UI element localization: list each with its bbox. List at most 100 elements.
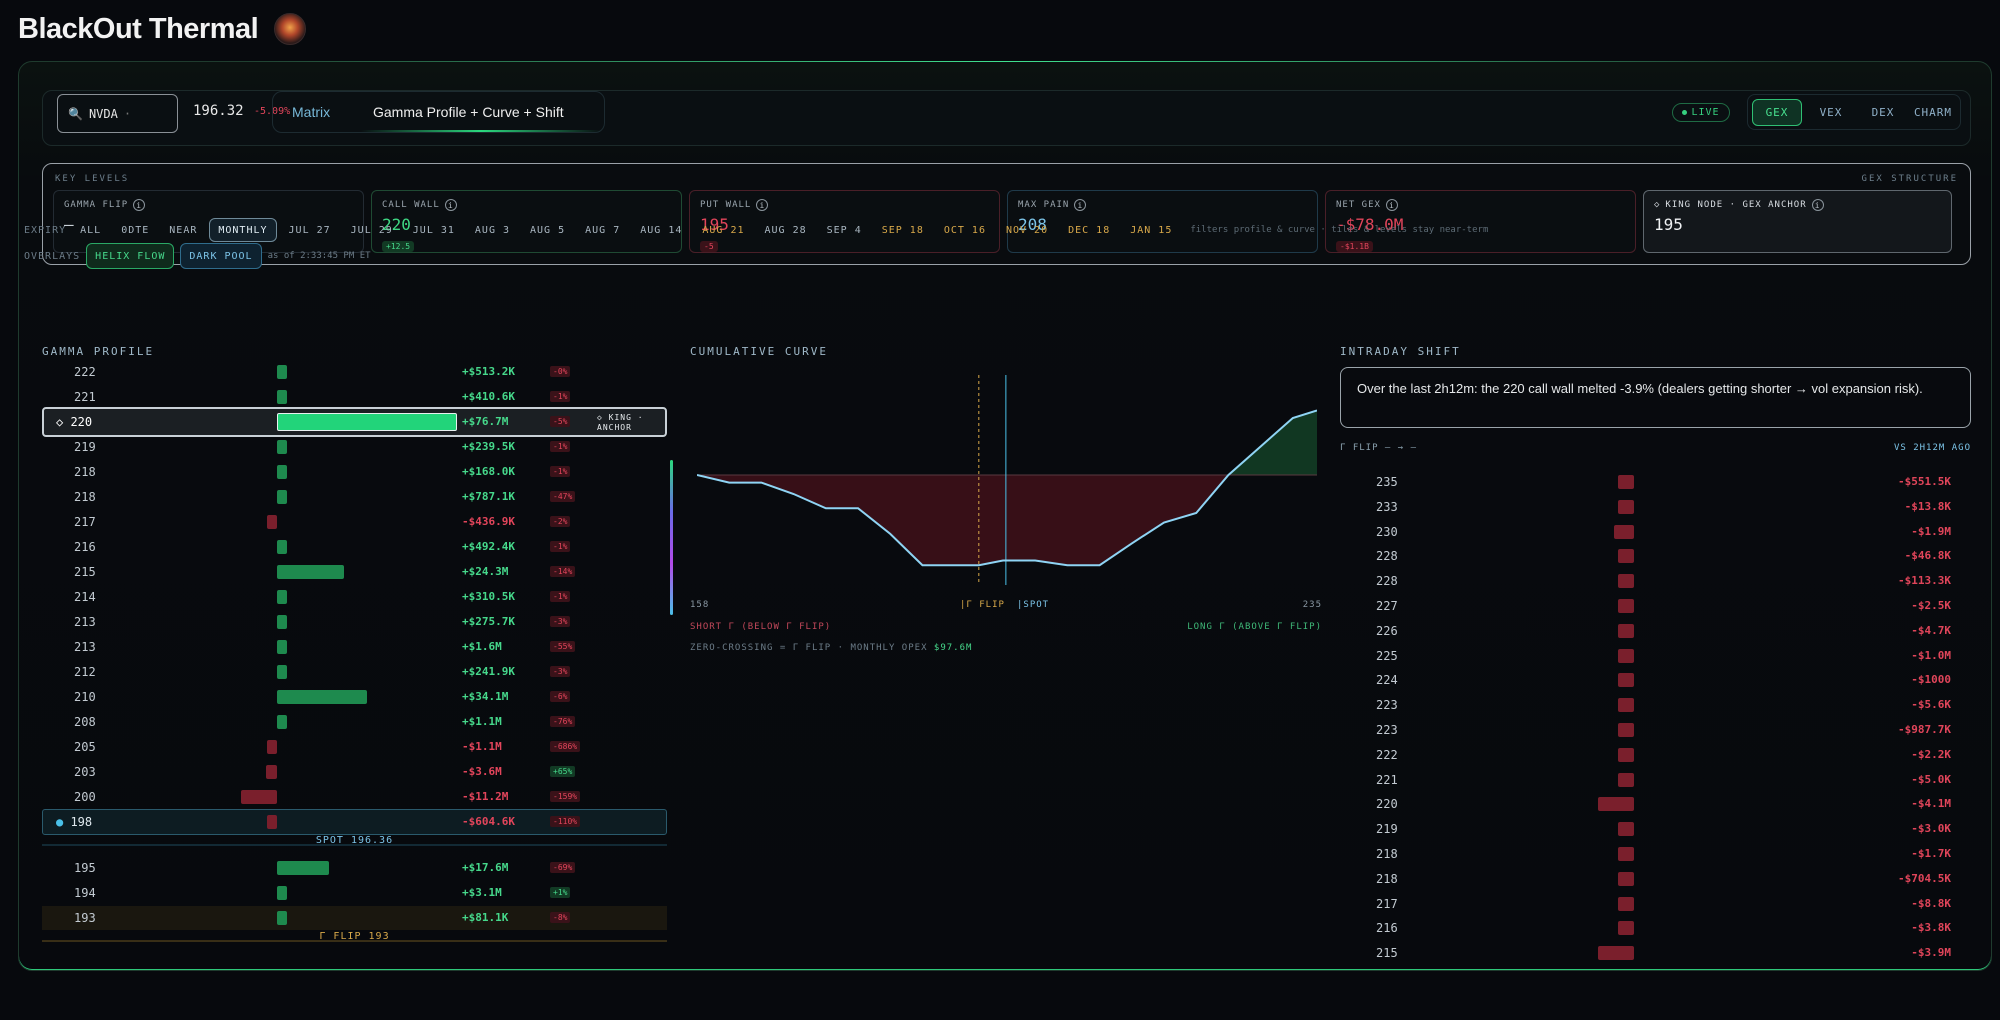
gamma-row[interactable]: 221 +$410.6K -1% (42, 385, 667, 409)
tab-charm[interactable]: CHARM (1913, 106, 1953, 119)
tab-dex[interactable]: DEX (1871, 106, 1895, 119)
shift-row[interactable]: 228 -$113.3K (1340, 569, 1971, 593)
tab-gex[interactable]: GEX (1752, 99, 1802, 126)
expiry-option[interactable]: AUG 14 (640, 224, 683, 236)
shift-row[interactable]: 233 -$13.8K (1340, 495, 1971, 519)
shift-row[interactable]: 222 -$2.2K (1340, 743, 1971, 767)
shift-row[interactable]: 225 -$1.0M (1340, 644, 1971, 668)
shift-row[interactable]: 227 -$2.5K (1340, 594, 1971, 618)
gamma-row[interactable]: 213 +$1.6M -55% (42, 635, 667, 659)
gamma-row[interactable]: ◇ 220 +$76.7M -5% ◇ KING · ANCHOR (42, 410, 667, 434)
card-value: 195 (1654, 215, 1683, 234)
gamma-row[interactable]: 205 -$1.1M -686% (42, 735, 667, 759)
gex-value: +$1.1M (462, 715, 502, 728)
expiry-option[interactable]: AUG 3 (474, 224, 511, 236)
gamma-row[interactable]: 208 +$1.1M -76% (42, 710, 667, 734)
pct-change-badge: -110% (550, 816, 581, 827)
shift-value: -$2.2K (1911, 747, 1951, 761)
shift-bar (1618, 599, 1634, 613)
strike-label: 205 (74, 740, 96, 754)
info-icon[interactable]: i (133, 199, 146, 211)
shift-row[interactable]: 230 -$1.9M (1340, 520, 1971, 544)
gamma-row[interactable]: 200 -$11.2M -159% (42, 785, 667, 809)
info-icon[interactable]: i (1385, 199, 1398, 211)
info-icon[interactable]: i (1074, 199, 1087, 211)
gamma-row[interactable]: 212 +$241.9K -3% (42, 660, 667, 684)
card-label: MAX PAIN (1018, 200, 1070, 210)
expiry-option[interactable]: SEP 4 (826, 224, 862, 236)
card-max-pain[interactable]: MAX PAIN i 208 (1007, 190, 1318, 253)
gamma-row[interactable]: 218 +$168.0K -1% (42, 460, 667, 484)
gamma-row[interactable]: 195 +$17.6M -69% (42, 856, 667, 880)
gamma-row[interactable]: 219 +$239.5K -1% (42, 435, 667, 459)
cumulative-curve-title: CUMULATIVE CURVE (690, 345, 828, 358)
shift-row[interactable]: 223 -$5.6K (1340, 693, 1971, 717)
card-chip: -$1.1B (1336, 241, 1373, 252)
shift-row[interactable]: 215 -$3.9M (1340, 941, 1971, 965)
shift-row[interactable]: 216 -$3.8K (1340, 916, 1971, 940)
shift-row[interactable]: 228 -$46.8K (1340, 544, 1971, 568)
shift-row[interactable]: 221 -$5.0K (1340, 768, 1971, 792)
expiry-option[interactable]: AUG 5 (530, 224, 566, 236)
gamma-row[interactable]: 217 -$436.9K -2% (42, 510, 667, 534)
gamma-row[interactable]: 216 +$492.4K -1% (42, 535, 667, 559)
gamma-row[interactable]: 213 +$275.7K -3% (42, 610, 667, 634)
expiry-option[interactable]: JUL 31 (412, 224, 455, 236)
expiry-option[interactable]: OCT 16 (943, 224, 986, 236)
expiry-option[interactable]: NEAR (169, 224, 198, 236)
shift-row[interactable]: 235 -$551.5K (1340, 470, 1971, 494)
shift-row[interactable]: 223 -$987.7K (1340, 718, 1971, 742)
gamma-row[interactable]: 193 +$81.1K -8% (42, 906, 667, 930)
shift-row[interactable]: 224 -$1000 (1340, 668, 1971, 692)
intraday-shift-title: INTRADAY SHIFT (1340, 345, 1461, 358)
dark-pool-toggle[interactable]: DARK POOL (180, 243, 262, 269)
shift-row[interactable]: 218 -$1.7K (1340, 842, 1971, 866)
gex-bar (267, 740, 277, 754)
info-icon[interactable]: i (756, 199, 769, 211)
expiry-option[interactable]: JAN 15 (1130, 224, 1173, 236)
helix-flow-toggle[interactable]: HELIX FLOW (86, 243, 175, 269)
scrollbar[interactable] (670, 460, 673, 615)
card-king-node[interactable]: ◇ KING NODE · GEX ANCHOR i 195 (1643, 190, 1952, 253)
info-icon[interactable]: i (1811, 199, 1824, 211)
shift-row[interactable]: 217 -$8.8K (1340, 892, 1971, 916)
long-gamma-label: LONG Γ (ABOVE Γ FLIP) (1187, 622, 1322, 632)
tab-matrix[interactable]: Matrix (292, 104, 331, 120)
expiry-option[interactable]: AUG 21 (702, 224, 745, 236)
card-call-wall[interactable]: CALL WALL i 220 +12.5 (371, 190, 682, 253)
tab-vex[interactable]: VEX (1819, 106, 1843, 119)
info-icon[interactable]: i (444, 199, 457, 211)
card-label: KING NODE · GEX ANCHOR (1665, 200, 1807, 210)
tab-gamma-profile[interactable]: Gamma Profile + Curve + Shift (373, 104, 564, 120)
expiry-option[interactable]: AUG 7 (585, 224, 621, 236)
gamma-row[interactable]: 218 +$787.1K -47% (42, 485, 667, 509)
card-gamma-flip[interactable]: GAMMA FLIP i — (53, 190, 364, 253)
gamma-row[interactable]: 203 -$3.6M +65% (42, 760, 667, 784)
gamma-row[interactable]: 210 +$34.1M -6% (42, 685, 667, 709)
expiry-option[interactable]: AUG 28 (764, 224, 807, 236)
gamma-row[interactable]: 222 +$513.2K -0% (42, 360, 667, 384)
gamma-row[interactable]: 214 +$310.5K -1% (42, 585, 667, 609)
shift-row[interactable]: 220 -$4.1M (1340, 792, 1971, 816)
card-put-wall[interactable]: PUT WALL i 195 -5 (689, 190, 1000, 253)
expiry-option[interactable]: SEP 18 (881, 224, 924, 236)
expiry-option[interactable]: DEC 18 (1068, 224, 1111, 236)
strike-label: 193 (74, 911, 96, 925)
expiry-option[interactable]: 0DTE (121, 224, 150, 236)
ticker-search[interactable]: 🔍 NVDA · (57, 94, 178, 133)
card-label: PUT WALL (700, 200, 752, 210)
strike-label: 221 (74, 390, 96, 404)
gamma-row[interactable]: 194 +$3.1M +1% (42, 881, 667, 905)
gex-bar (277, 715, 287, 729)
shift-row[interactable]: 218 -$704.5K (1340, 867, 1971, 891)
expiry-option[interactable]: JUL 29 (350, 224, 393, 236)
card-net-gex[interactable]: NET GEX i -$78.0M -$1.1B (1325, 190, 1636, 253)
expiry-option[interactable]: ALL (80, 224, 102, 236)
shift-row[interactable]: 219 -$3.0K (1340, 817, 1971, 841)
expiry-option[interactable]: MONTHLY (209, 218, 277, 242)
expiry-option[interactable]: JUL 27 (288, 224, 331, 236)
shift-row[interactable]: 226 -$4.7K (1340, 619, 1971, 643)
gamma-row[interactable]: ● 198 -$604.6K -110% (42, 810, 667, 834)
gamma-row[interactable]: 215 +$24.3M -14% (42, 560, 667, 584)
expiry-option[interactable]: NOV 20 (1005, 224, 1049, 236)
